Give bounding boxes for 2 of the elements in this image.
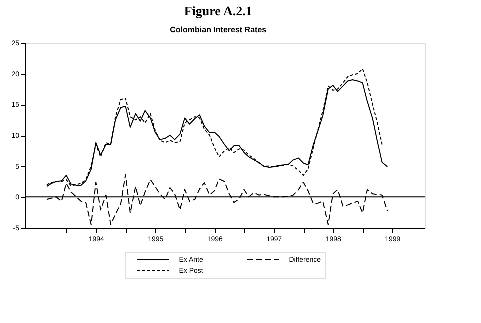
chart-subtitle: Colombian Interest Rates <box>170 26 268 34</box>
chart-title: Figure A.2.1 <box>184 4 252 18</box>
